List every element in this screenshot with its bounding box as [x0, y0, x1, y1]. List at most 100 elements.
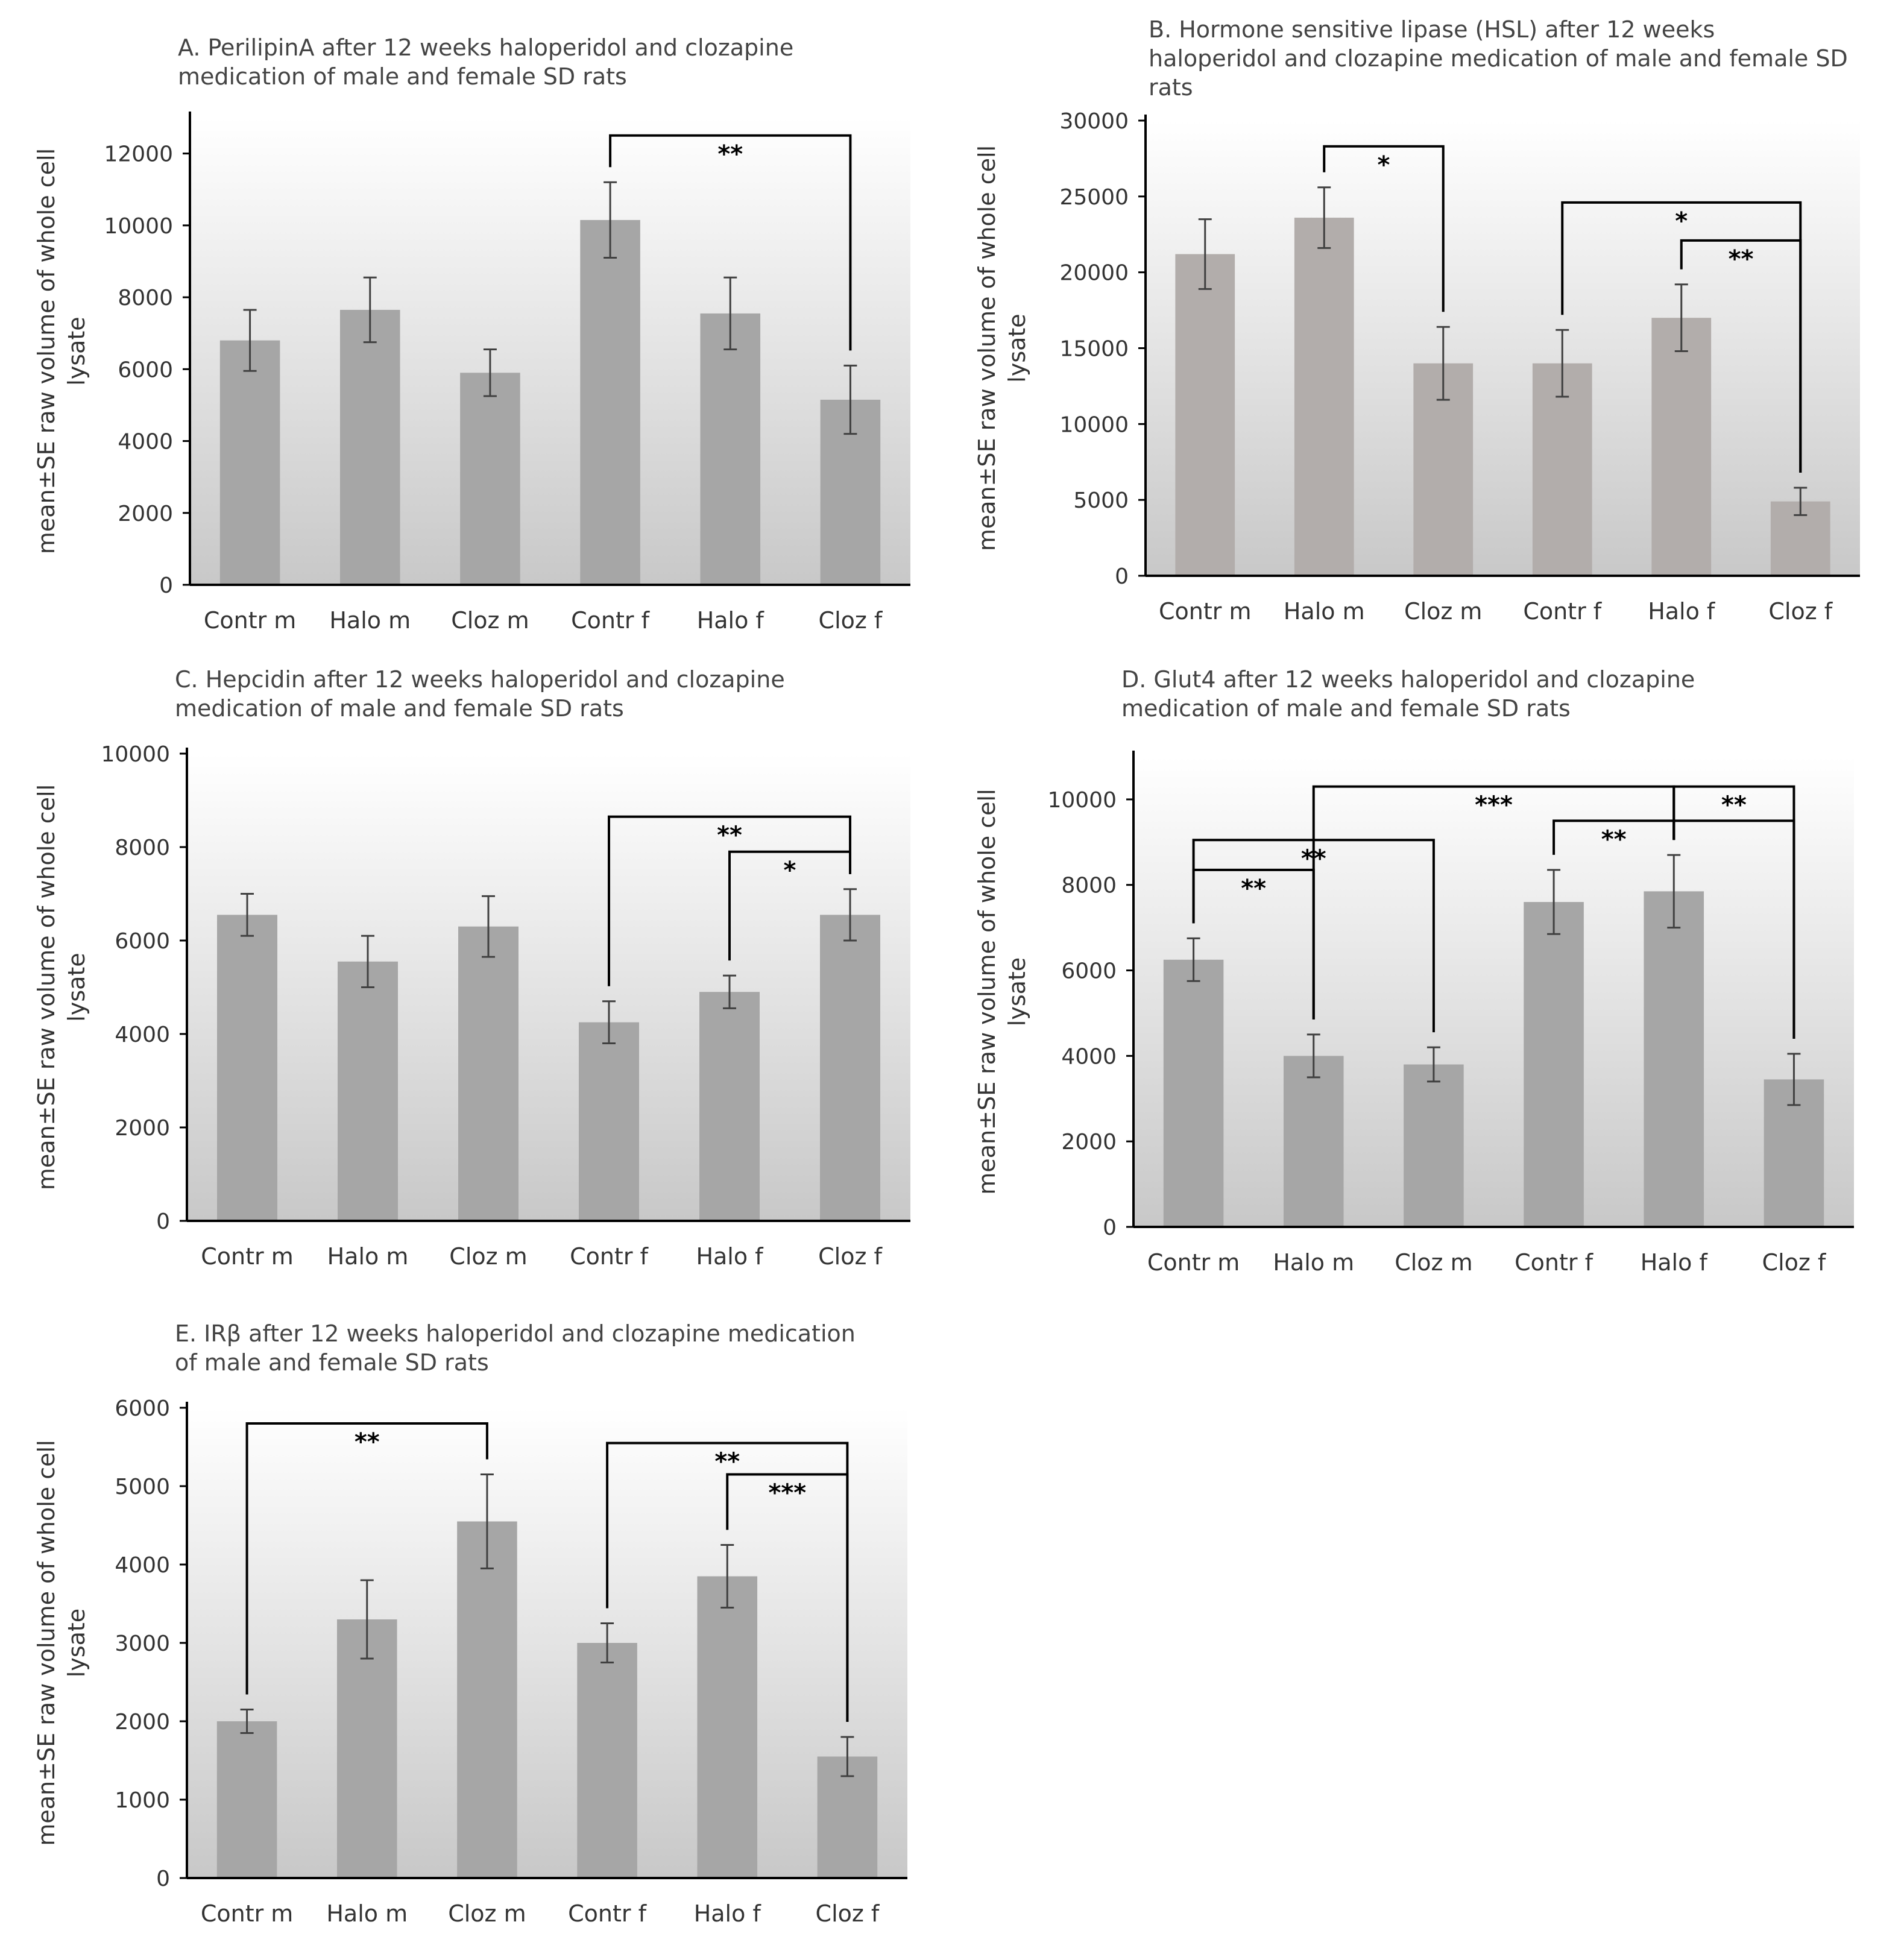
- plot-area: [187, 754, 910, 1221]
- bar: [339, 309, 400, 585]
- chart-panel-C: C. Hepcidin after 12 weeks haloperidol a…: [33, 666, 910, 1270]
- chart-title: B. Hormone sensitive lipase (HSL) after …: [1149, 16, 1715, 43]
- x-tick-label: Halo m: [327, 1243, 409, 1270]
- bar: [458, 926, 519, 1221]
- chart-title: C. Hepcidin after 12 weeks haloperidol a…: [175, 666, 785, 693]
- chart-panel-B: B. Hormone sensitive lipase (HSL) after …: [974, 16, 1860, 625]
- chart-title: medication of male and female SD rats: [178, 63, 627, 90]
- y-tick-label: 10000: [104, 214, 173, 239]
- y-tick-label: 2000: [115, 1710, 170, 1735]
- x-tick-label: Contr m: [201, 1243, 293, 1270]
- bar: [1163, 959, 1224, 1227]
- x-tick-label: Halo f: [697, 607, 765, 634]
- y-tick-label: 5000: [115, 1475, 170, 1499]
- bar: [1644, 891, 1704, 1227]
- error-bar: [1436, 326, 1450, 401]
- y-axis-label: lysate: [63, 317, 90, 385]
- bar: [1532, 363, 1592, 576]
- y-tick-label: 1000: [115, 1788, 170, 1813]
- y-tick-label: 4000: [118, 430, 173, 455]
- y-axis-label: lysate: [1004, 314, 1030, 382]
- x-tick-label: Cloz f: [818, 1243, 883, 1270]
- significance-label: **: [1721, 792, 1747, 819]
- significance-label: ***: [768, 1480, 806, 1507]
- y-tick-label: 8000: [1061, 874, 1117, 898]
- chart-title: haloperidol and clozapine medication of …: [1149, 45, 1848, 72]
- x-tick-label: Cloz m: [1395, 1249, 1472, 1276]
- x-tick-label: Contr m: [201, 1900, 293, 1927]
- bar: [699, 992, 760, 1221]
- significance-bracket: **: [1192, 868, 1315, 1020]
- error-bar: [482, 895, 495, 958]
- x-tick-label: Cloz f: [819, 607, 883, 634]
- x-tick-label: Contr f: [570, 1243, 649, 1270]
- x-tick-label: Cloz m: [449, 1243, 527, 1270]
- error-bar: [1667, 854, 1681, 929]
- significance-label: **: [1729, 245, 1754, 273]
- significance-bracket: ***: [726, 1473, 849, 1722]
- y-tick-label: 15000: [1059, 337, 1129, 362]
- x-tick-label: Cloz m: [1404, 598, 1482, 625]
- significance-label: *: [784, 857, 796, 884]
- y-tick-label: 10000: [1059, 412, 1129, 437]
- error-bar: [363, 276, 377, 344]
- y-axis-label: lysate: [63, 1609, 90, 1677]
- y-tick-label: 0: [1115, 564, 1129, 589]
- y-axis-label: mean±SE raw volume of whole cell: [33, 148, 60, 554]
- y-tick-label: 2000: [115, 1116, 170, 1141]
- error-bar: [604, 181, 617, 259]
- x-tick-label: Contr m: [1159, 598, 1251, 625]
- error-bar: [1674, 283, 1688, 353]
- significance-bracket: [1672, 819, 1795, 1039]
- y-tick-label: 10000: [1047, 788, 1117, 813]
- significance-label: *: [1675, 207, 1688, 235]
- bar: [457, 1521, 517, 1878]
- error-bar: [361, 934, 374, 988]
- error-bar: [720, 1544, 734, 1609]
- chart-title: rats: [1149, 74, 1193, 101]
- bar: [1404, 1064, 1464, 1227]
- error-bar: [1307, 1033, 1320, 1079]
- y-tick-label: 3000: [115, 1631, 170, 1656]
- y-axis-label: mean±SE raw volume of whole cell: [974, 789, 1000, 1194]
- chart-title: medication of male and female SD rats: [1121, 695, 1571, 722]
- chart-title: D. Glut4 after 12 weeks haloperidol and …: [1121, 666, 1695, 693]
- significance-label: *: [1378, 151, 1390, 179]
- x-tick-label: Halo f: [696, 1243, 764, 1270]
- bar: [1283, 1056, 1344, 1227]
- significance-label: **: [355, 1428, 380, 1456]
- y-tick-label: 6000: [118, 358, 173, 382]
- plot-area: [1146, 121, 1860, 576]
- y-tick-label: 6000: [1061, 959, 1117, 984]
- significance-label: **: [1301, 845, 1326, 872]
- error-bar: [241, 893, 254, 937]
- y-axis-label: mean±SE raw volume of whole cell: [33, 784, 60, 1190]
- y-tick-label: 6000: [115, 1396, 170, 1421]
- y-axis-label: lysate: [1004, 957, 1030, 1026]
- y-tick-label: 4000: [115, 1023, 170, 1047]
- error-bar: [723, 974, 736, 1009]
- chart-title: of male and female SD rats: [175, 1349, 489, 1376]
- x-tick-label: Halo f: [1641, 1249, 1709, 1276]
- y-tick-label: 6000: [115, 929, 170, 954]
- significance-label: **: [1241, 875, 1266, 903]
- error-bar: [480, 1473, 494, 1569]
- error-bar: [360, 1579, 374, 1660]
- y-tick-label: 4000: [115, 1553, 170, 1578]
- significance-bracket: **: [609, 134, 852, 351]
- error-bar: [1317, 186, 1331, 249]
- x-tick-label: Contr f: [571, 607, 650, 634]
- bar: [216, 1721, 277, 1878]
- bar: [219, 340, 280, 585]
- y-tick-label: 30000: [1059, 109, 1129, 134]
- significance-bracket: **: [1680, 239, 1802, 473]
- bar: [820, 915, 880, 1221]
- error-bar: [601, 1622, 614, 1663]
- x-tick-label: Cloz f: [1768, 598, 1833, 625]
- x-tick-label: Contr f: [1515, 1249, 1593, 1276]
- y-tick-label: 10000: [101, 742, 170, 767]
- significance-label: **: [1601, 825, 1627, 853]
- significance-label: **: [717, 822, 742, 849]
- error-bar: [602, 1000, 616, 1044]
